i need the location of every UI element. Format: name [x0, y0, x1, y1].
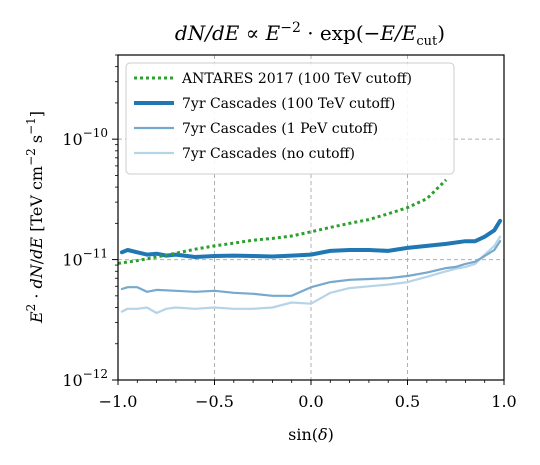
series-line — [118, 178, 448, 265]
x-axis-label: sin(δ) — [288, 425, 334, 444]
series-line — [120, 240, 502, 297]
legend: ANTARES 2017 (100 TeV cutoff) 7yr Cascade… — [125, 62, 455, 175]
series-line — [120, 235, 502, 315]
y-tick-label: 10−11 — [62, 247, 108, 270]
legend-label: ANTARES 2017 (100 TeV cutoff) — [181, 71, 412, 87]
legend-label: 7yr Cascades (1 PeV cutoff) — [182, 121, 378, 137]
chart-title: dN/dE ∝ E−2 · exp(−E/Ecut) — [175, 20, 445, 49]
x-tick-label: −1.0 — [99, 392, 138, 411]
y-axis: 10−12 10−11 10−10 — [62, 54, 118, 390]
x-tick-label: −0.5 — [195, 392, 234, 411]
y-axis-label: E2 · dN/dE [TeV cm−2 s−1] — [24, 111, 46, 324]
x-tick-label: 0.5 — [395, 392, 420, 411]
x-tick-label: 0.0 — [298, 392, 323, 411]
x-tick-label: 1.0 — [491, 392, 516, 411]
y-tick-label: 10−10 — [62, 126, 108, 149]
legend-box — [125, 62, 455, 175]
y-tick-label: 10−12 — [62, 367, 108, 390]
legend-label: 7yr Cascades (100 TeV cutoff) — [182, 96, 395, 112]
series-lines — [118, 178, 503, 315]
x-axis: −1.0 −0.5 0.0 0.5 1.0 — [99, 380, 517, 411]
legend-label: 7yr Cascades (no cutoff) — [182, 146, 355, 162]
series-line — [119, 218, 503, 259]
